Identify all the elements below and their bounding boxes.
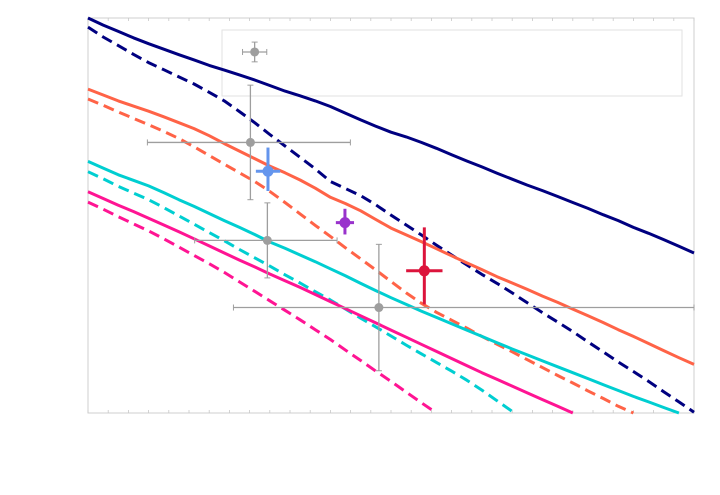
series-line-2 xyxy=(87,25,695,414)
point-marker xyxy=(418,265,430,277)
data-point-5 xyxy=(335,208,355,235)
data-point-1 xyxy=(242,41,268,63)
series-line-4 xyxy=(87,97,635,415)
point-marker xyxy=(262,235,272,245)
point-marker xyxy=(250,47,260,57)
data-point-7 xyxy=(406,227,443,305)
series-line-3 xyxy=(87,87,695,366)
points-layer xyxy=(146,41,695,372)
series-layer xyxy=(87,16,695,415)
series-line-5 xyxy=(87,160,680,415)
data-point-2 xyxy=(146,84,351,201)
data-point-3 xyxy=(255,147,281,192)
series-line-6 xyxy=(87,170,514,413)
data-point-6 xyxy=(232,243,695,372)
point-marker xyxy=(245,137,255,147)
series-line-1 xyxy=(87,16,695,255)
legend-box xyxy=(221,29,683,97)
axis-ticks xyxy=(87,18,695,413)
series-line-7 xyxy=(87,190,574,415)
point-marker xyxy=(339,217,351,229)
point-marker xyxy=(262,165,274,177)
data-point-4 xyxy=(194,202,338,279)
point-marker xyxy=(374,303,384,313)
